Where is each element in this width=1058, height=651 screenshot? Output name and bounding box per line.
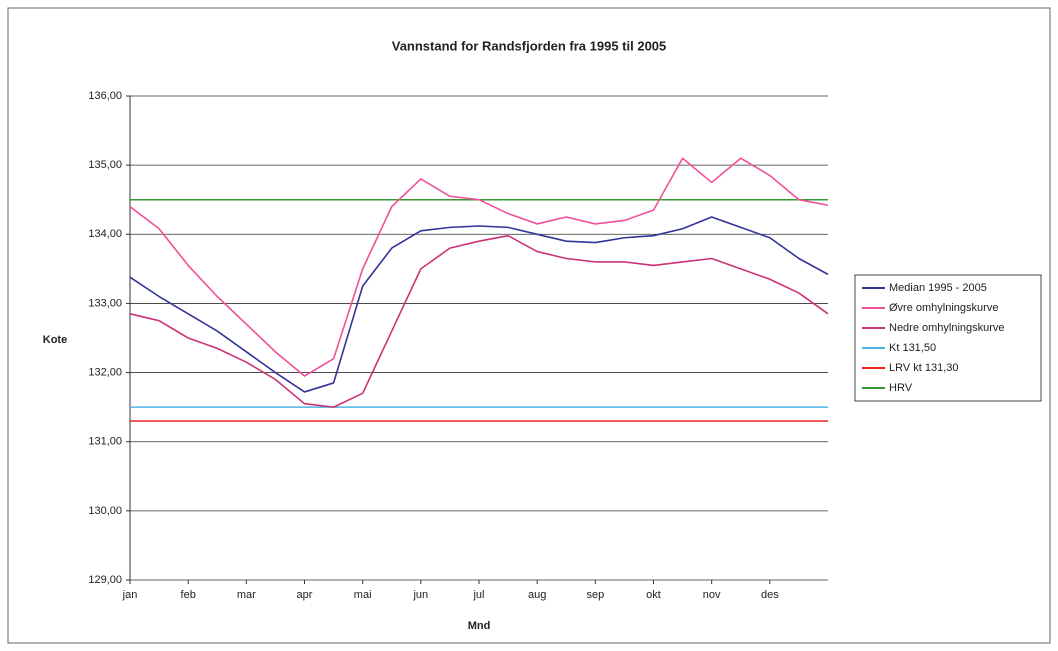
x-tick-label: nov (703, 589, 721, 601)
legend-label: Median 1995 - 2005 (889, 282, 987, 294)
x-tick-label: apr (297, 589, 313, 601)
x-tick-label: sep (586, 589, 604, 601)
chart-title: Vannstand for Randsfjorden fra 1995 til … (392, 38, 667, 53)
x-tick-label: aug (528, 589, 546, 601)
legend-label: Kt 131,50 (889, 342, 936, 354)
x-tick-label: jan (122, 589, 138, 601)
y-tick-label: 129,00 (88, 574, 122, 586)
x-axis-label: Mnd (468, 620, 491, 632)
x-tick-label: jul (472, 589, 484, 601)
series-line (129, 157, 829, 377)
legend-label: HRV (889, 382, 913, 394)
y-axis-label: Kote (43, 334, 67, 346)
x-tick-label: mai (354, 589, 372, 601)
y-tick-label: 132,00 (88, 366, 122, 378)
x-tick-label: feb (181, 589, 196, 601)
y-tick-label: 136,00 (88, 90, 122, 102)
x-tick-label: des (761, 589, 779, 601)
y-tick-label: 131,00 (88, 436, 122, 448)
legend-label: Nedre omhylningskurve (889, 322, 1005, 334)
legend-box (854, 274, 1042, 402)
y-tick-label: 133,00 (88, 297, 122, 309)
x-tick-label: okt (646, 589, 661, 601)
legend-label: LRV kt 131,30 (889, 362, 959, 374)
x-tick-label: jun (412, 589, 428, 601)
y-tick-label: 130,00 (88, 505, 122, 517)
x-tick-label: mar (237, 589, 256, 601)
series-line (129, 234, 829, 408)
y-tick-label: 135,00 (88, 159, 122, 171)
series-line (129, 216, 829, 393)
y-tick-label: 134,00 (88, 228, 122, 240)
legend-label: Øvre omhylningskurve (889, 302, 998, 314)
